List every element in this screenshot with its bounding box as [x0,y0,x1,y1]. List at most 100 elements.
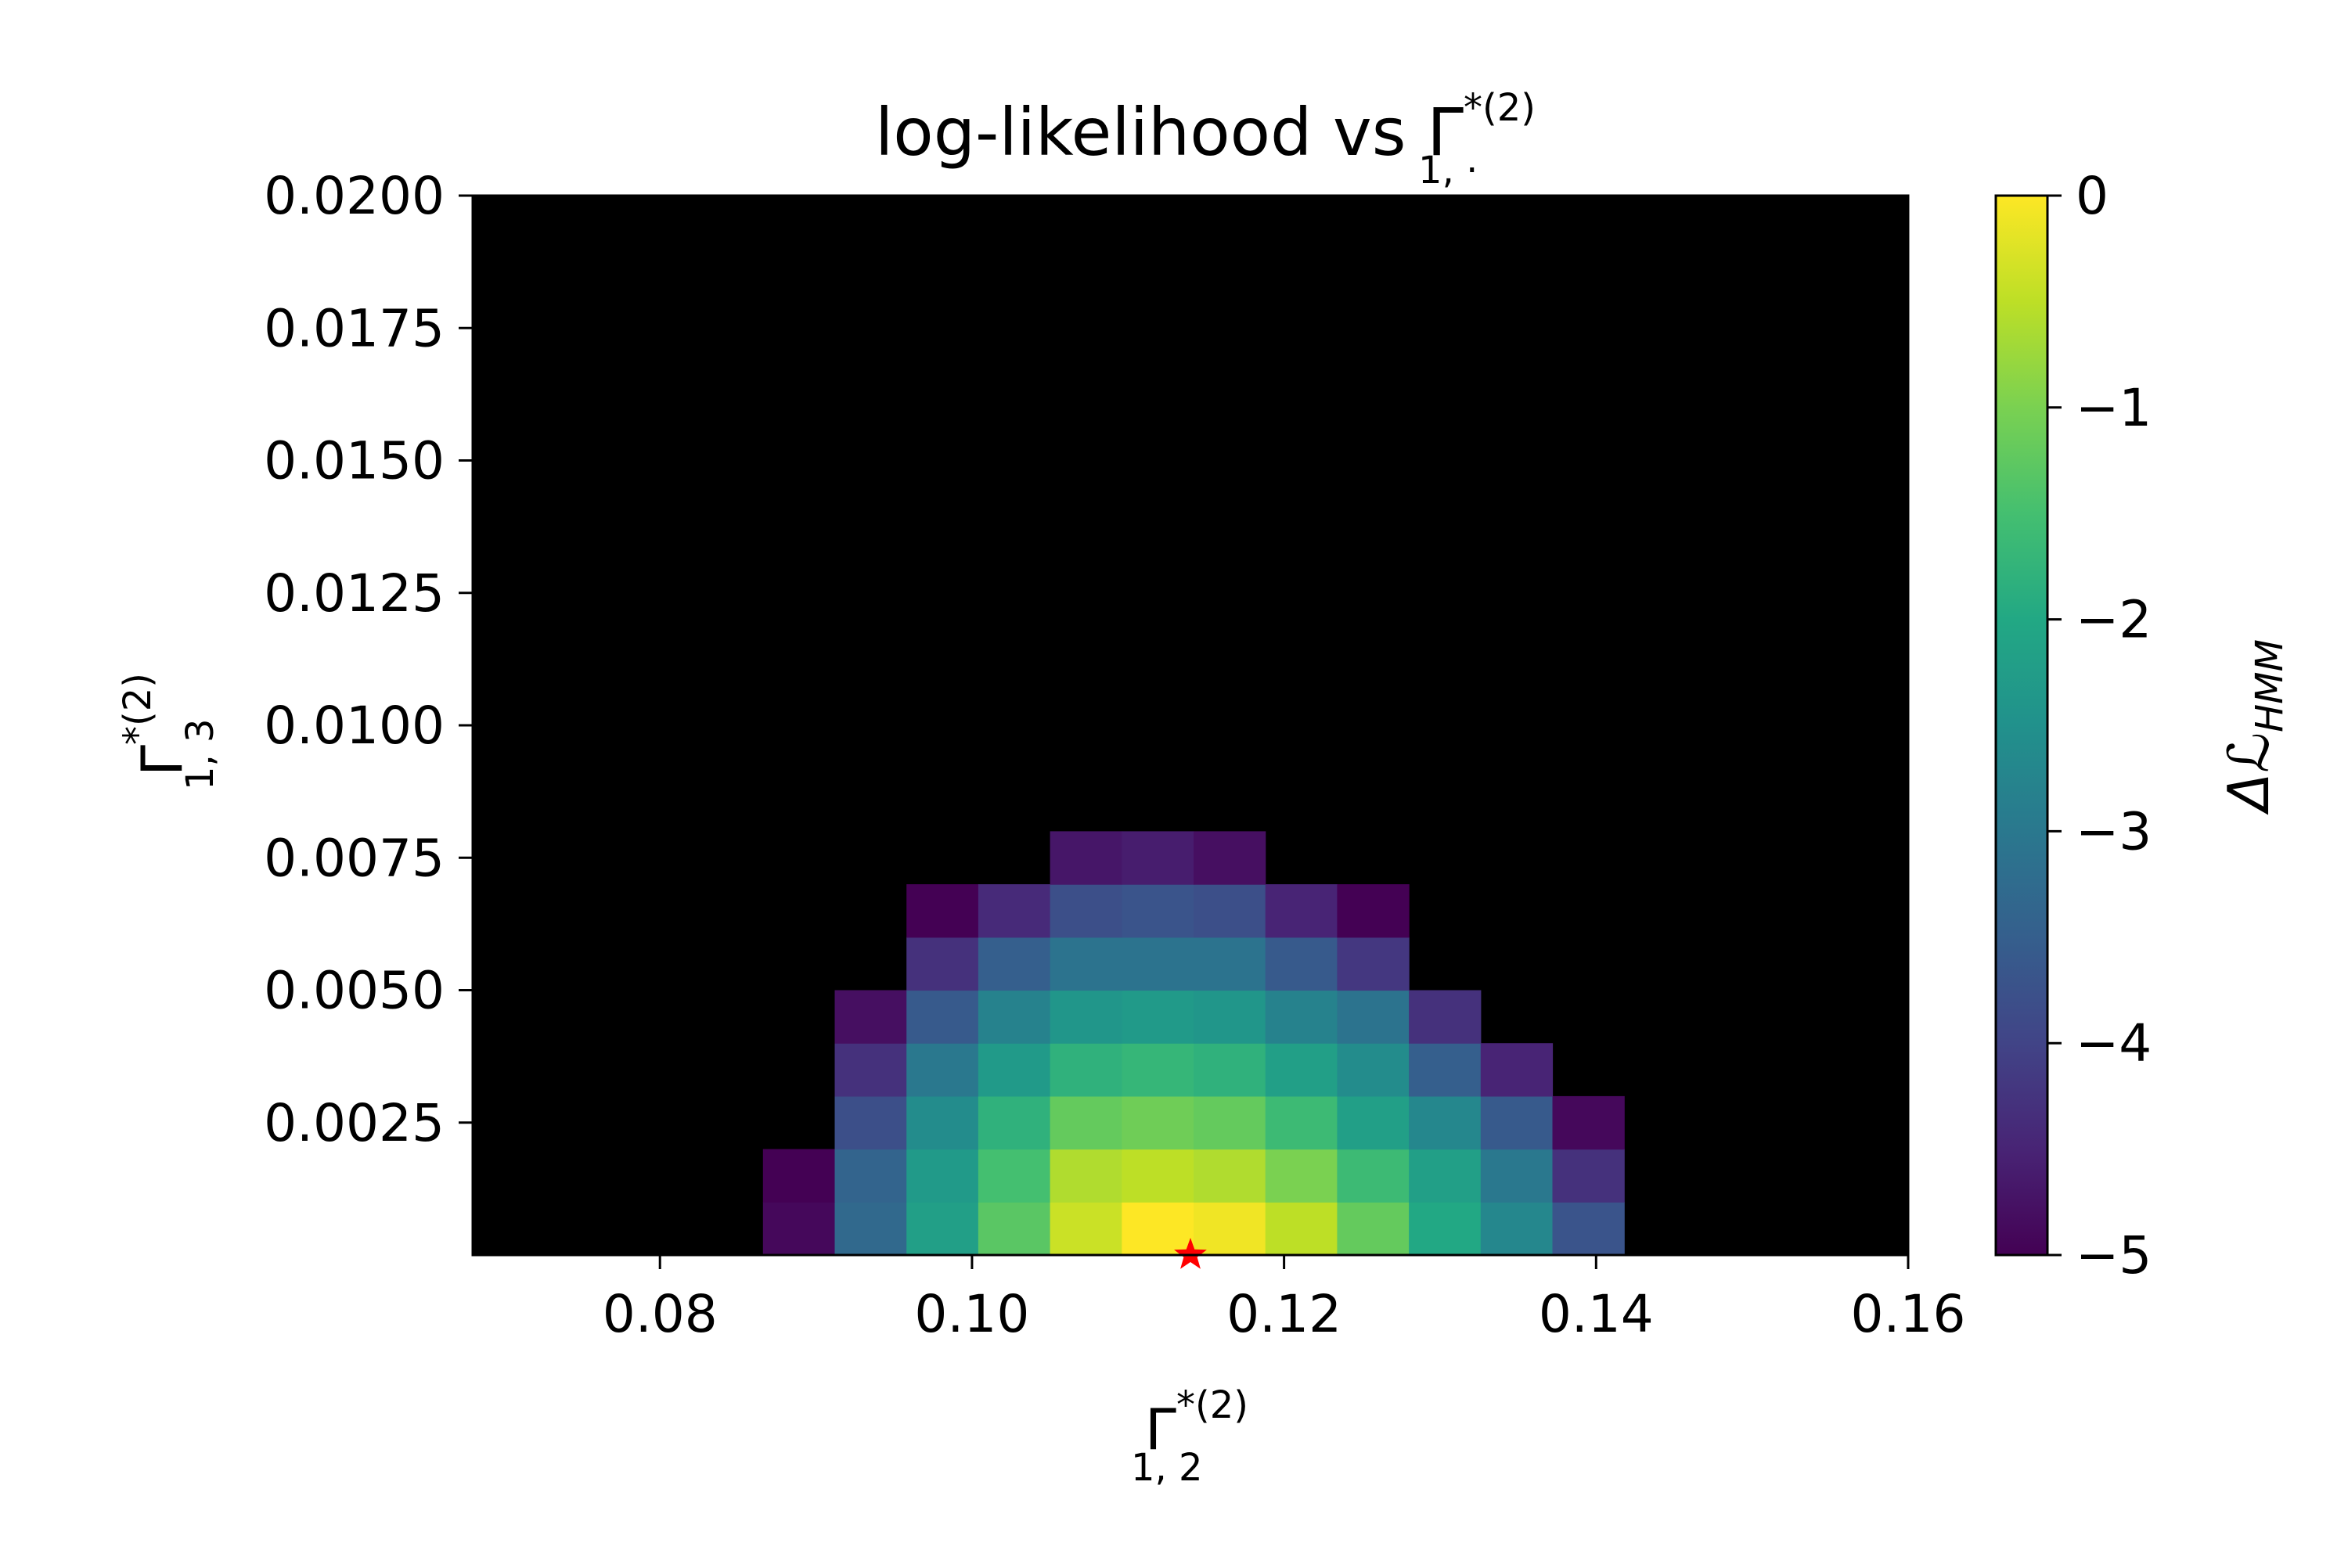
heatmap-cell [1194,1095,1266,1150]
heatmap-cell [1122,831,1194,885]
heatmap-cell [1337,1202,1410,1256]
heatmap-cell [1194,990,1266,1044]
heatmap-cell [762,1149,836,1203]
heatmap-cell [834,990,907,1044]
heatmap-cell [1050,937,1122,991]
y-tick-label: 0.0175 [264,298,445,358]
x-axis-label-sub: 1, 2 [1131,1446,1203,1490]
heatmap-cell [762,1202,836,1256]
x-tick-label: 0.08 [603,1284,718,1344]
heatmap-cell [1337,1095,1410,1150]
heatmap-cell [1265,937,1338,991]
heatmap-cell [1552,1149,1625,1203]
heatmap-cell [906,937,979,991]
colorbar-tick-label: −1 [2076,378,2152,438]
heatmap-cell [1265,990,1338,1044]
heatmap-cell [1337,1149,1410,1203]
chart-title-main: log-likelihood vs Γ [875,94,1464,171]
heatmap-cell [1050,884,1122,938]
x-axis: 0.08 0.10 0.12 0.14 0.16 [603,1255,1966,1344]
marker-layer [1174,1238,1207,1269]
heatmap-cell [906,1149,979,1203]
x-axis-label-main: Γ [1145,1397,1176,1462]
heatmap-cell [978,1095,1051,1150]
y-axis-label: Γ*(2) 1, 3 [116,673,222,790]
colorbar-gradient [1996,196,2047,1255]
heatmap-cell [1122,1095,1194,1150]
heatmap-cell [1265,1202,1338,1256]
x-axis-label: Γ*(2) 1, 2 [1131,1383,1248,1490]
heatmap-cell [978,1149,1051,1203]
heatmap-cell [978,937,1051,991]
y-tick-label: 0.0075 [264,828,445,888]
x-tick-label: 0.14 [1539,1284,1654,1344]
heatmap-cell [906,1043,979,1097]
heatmap-cell [1050,1095,1122,1150]
heatmap-cell [1050,1202,1122,1256]
heatmap-cell [978,990,1051,1044]
colorbar-label-sub: HMM [2248,639,2292,732]
y-axis-label-sup: *(2) [116,673,160,745]
y-tick-label: 0.0125 [264,563,445,624]
heatmap-cell [1265,1149,1338,1203]
y-axis-label-main: Γ [129,745,195,776]
plot-area [471,194,1910,1269]
heatmap-cell [1552,1095,1625,1150]
x-axis-label-sup: *(2) [1176,1383,1248,1427]
heatmap-cell [1050,831,1122,885]
heatmap-cell [1122,990,1194,1044]
heatmap-cell [1480,1043,1554,1097]
heatmap-cell [1050,990,1122,1044]
colorbar-ticks: 0 −1 −2 −3 −4 −5 [2047,166,2152,1286]
heatmap-cell [1050,1149,1122,1203]
x-tick-label: 0.16 [1851,1284,1966,1344]
colorbar-tick-label: −4 [2076,1013,2152,1074]
heatmap-cell [834,1202,907,1256]
y-tick-label: 0.0025 [264,1093,445,1153]
heatmap-cell [978,1202,1051,1256]
y-tick-label: 0.0150 [264,431,445,491]
heatmap-cell [1194,1202,1266,1256]
heatmap-cell [1480,1095,1554,1150]
heatmap-cell [1337,884,1410,938]
heatmap-cell [1194,831,1266,885]
heatmap-cell [1409,990,1482,1044]
heatmap-cell [978,884,1051,938]
heatmap-cell [1552,1202,1625,1256]
heatmap-cell [1409,1043,1482,1097]
heatmap-cell [1480,1149,1554,1203]
heatmap-cell [906,1095,979,1150]
colorbar-tick-label: −2 [2076,590,2152,650]
y-tick-label: 0.0050 [264,961,445,1021]
heatmap-cell [1265,884,1338,938]
heatmap-cell [834,1043,907,1097]
colorbar-tick-label: −5 [2076,1225,2152,1286]
colorbar-tick-label: −3 [2076,801,2152,861]
chart-title-sup: *(2) [1464,86,1536,130]
heatmap-cell [1194,1149,1266,1203]
heatmap-cell [1122,1202,1194,1256]
heatmap-cells [762,831,1625,1256]
heatmap-cell [834,1149,907,1203]
heatmap-cell [906,1202,979,1256]
heatmap-cell [978,1043,1051,1097]
heatmap-cell [1409,1095,1482,1150]
heatmap-cell [1409,1149,1482,1203]
y-tick-label: 0.0200 [264,166,445,226]
heatmap-cell [1337,1043,1410,1097]
heatmap-cell [1337,990,1410,1044]
heatmap-cell [1122,884,1194,938]
best-fit-marker [1174,1238,1207,1269]
heatmap-cell [1409,1202,1482,1256]
heatmap-cell [1265,1095,1338,1150]
heatmap-cell [834,1095,907,1150]
heatmap-cell [1122,937,1194,991]
colorbar-label-main: Δℒ [2216,732,2281,815]
colorbar: 0 −1 −2 −3 −4 −5 [1994,166,2152,1286]
y-axis-label-sub: 1, 3 [178,718,222,790]
colorbar-frame [1994,194,2049,1257]
heatmap-cell [1050,1043,1122,1097]
x-tick-label: 0.12 [1226,1284,1341,1344]
